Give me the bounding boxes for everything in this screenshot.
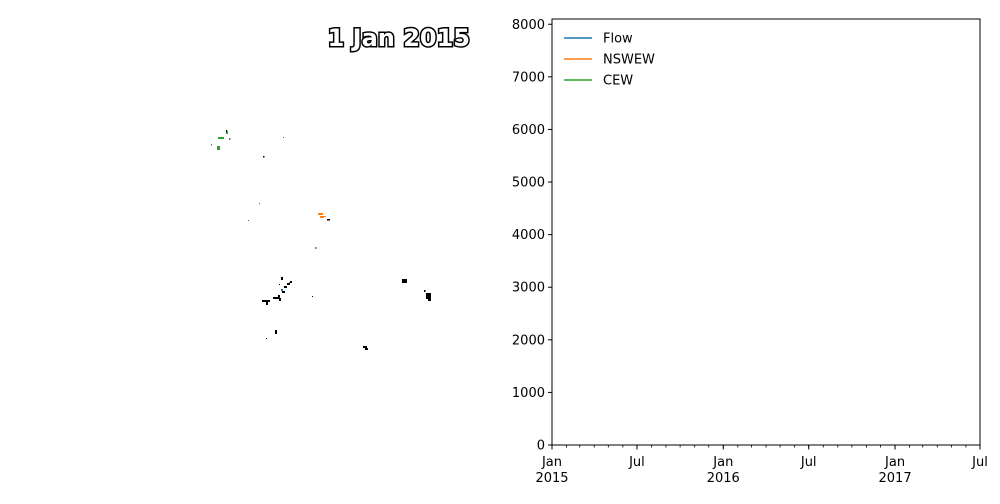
y-axis: 0 1000 2000 3000 4000 5000 6000 7000 8000 (512, 18, 552, 454)
x-tick-label: Jan (884, 455, 905, 470)
x-tick-year-label: 2016 (707, 471, 740, 486)
x-tick-label: Jul (800, 455, 817, 470)
x-tick-label: Jan (712, 455, 733, 470)
time-series-chart: 0 1000 2000 3000 4000 5000 6000 7000 8000 Jan 201… (500, 0, 1000, 500)
chart-legend: Flow NSWEW CEW (564, 32, 655, 89)
y-tick-label: 3000 (512, 281, 545, 296)
y-tick-label: 0 (537, 439, 545, 454)
x-tick-year-label: 2017 (879, 471, 912, 486)
map-canvas: 1 Jan 2015 (211, 23, 472, 350)
y-tick-label: 5000 (512, 176, 545, 191)
nswew-wetland-patches (318, 213, 326, 218)
cew-wetland-patches (211, 131, 317, 249)
y-tick-label: 8000 (512, 18, 545, 33)
wetland-patches (226, 130, 431, 350)
map-date-label: 1 Jan 2015 (328, 24, 470, 52)
x-tick-year-label: 2015 (535, 471, 568, 486)
x-tick-label: Jul (971, 455, 988, 470)
x-tick-label: Jul (628, 455, 645, 470)
legend-label-cew: CEW (603, 74, 633, 89)
y-tick-label: 6000 (512, 123, 545, 138)
x-tick-label: Jan (541, 455, 562, 470)
legend-label-flow: Flow (603, 32, 633, 47)
y-tick-label: 7000 (512, 70, 545, 85)
y-tick-label: 4000 (512, 228, 545, 243)
legend-label-nswew: NSWEW (603, 53, 655, 68)
wetland-map: 1 Jan 2015 (0, 0, 500, 500)
y-tick-label: 2000 (512, 333, 545, 348)
y-tick-label: 1000 (512, 386, 545, 401)
